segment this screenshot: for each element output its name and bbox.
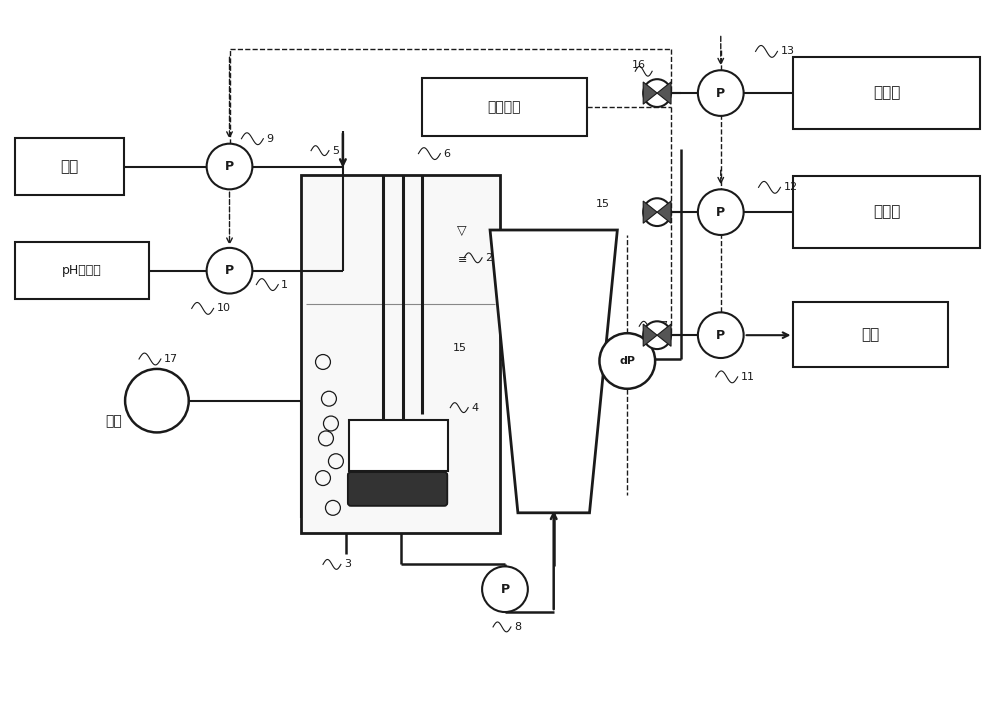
Text: 8: 8	[514, 622, 521, 632]
Text: 15: 15	[595, 199, 609, 209]
Polygon shape	[643, 201, 657, 224]
Text: ▽: ▽	[457, 224, 467, 237]
Bar	[422, 78, 587, 136]
Text: 气体: 气体	[105, 414, 122, 429]
Text: pH调节剂: pH调节剂	[62, 264, 102, 278]
Text: P: P	[225, 264, 234, 278]
Text: 6: 6	[443, 149, 450, 159]
Bar	[15, 242, 149, 300]
Text: P: P	[500, 582, 510, 596]
Polygon shape	[657, 82, 671, 104]
Text: 9: 9	[266, 134, 273, 144]
Text: 14: 14	[609, 365, 624, 375]
Text: 17: 17	[164, 354, 178, 364]
Text: 控制单元: 控制单元	[488, 100, 521, 114]
Text: 介体: 介体	[60, 159, 79, 174]
Text: 高温水: 高温水	[873, 205, 901, 219]
Text: 2: 2	[485, 253, 492, 262]
Circle shape	[698, 70, 744, 116]
Circle shape	[698, 312, 744, 358]
Polygon shape	[657, 201, 671, 224]
FancyBboxPatch shape	[348, 472, 447, 506]
Text: 常温水: 常温水	[873, 86, 901, 101]
Circle shape	[643, 79, 671, 107]
Circle shape	[643, 321, 671, 349]
Circle shape	[482, 567, 528, 612]
Text: 1: 1	[281, 280, 288, 290]
Circle shape	[599, 333, 655, 389]
Polygon shape	[643, 82, 657, 104]
Text: 10: 10	[217, 303, 231, 313]
Text: 16: 16	[632, 60, 646, 70]
Text: 15: 15	[453, 343, 467, 353]
Text: 7: 7	[660, 321, 667, 331]
Circle shape	[698, 189, 744, 235]
Text: 13: 13	[780, 47, 794, 56]
Text: 3: 3	[344, 559, 351, 569]
Text: 12: 12	[783, 183, 798, 193]
Bar	[349, 419, 448, 471]
Circle shape	[643, 198, 671, 226]
Text: ≡: ≡	[458, 255, 467, 265]
Bar	[793, 303, 948, 367]
Circle shape	[207, 144, 252, 189]
Text: P: P	[716, 329, 725, 342]
Circle shape	[207, 248, 252, 293]
Text: P: P	[716, 86, 725, 99]
Polygon shape	[643, 324, 657, 347]
Bar	[301, 175, 500, 533]
Bar	[15, 138, 124, 196]
Bar	[793, 58, 980, 129]
Text: 5: 5	[332, 146, 339, 155]
Text: 4: 4	[471, 403, 478, 413]
Text: P: P	[716, 206, 725, 219]
Text: dP: dP	[619, 356, 635, 366]
Text: P: P	[225, 160, 234, 173]
Polygon shape	[490, 230, 617, 513]
Text: 滤液: 滤液	[861, 327, 880, 342]
Polygon shape	[657, 324, 671, 347]
Text: 11: 11	[741, 372, 755, 382]
Circle shape	[125, 369, 189, 432]
Bar	[793, 176, 980, 248]
